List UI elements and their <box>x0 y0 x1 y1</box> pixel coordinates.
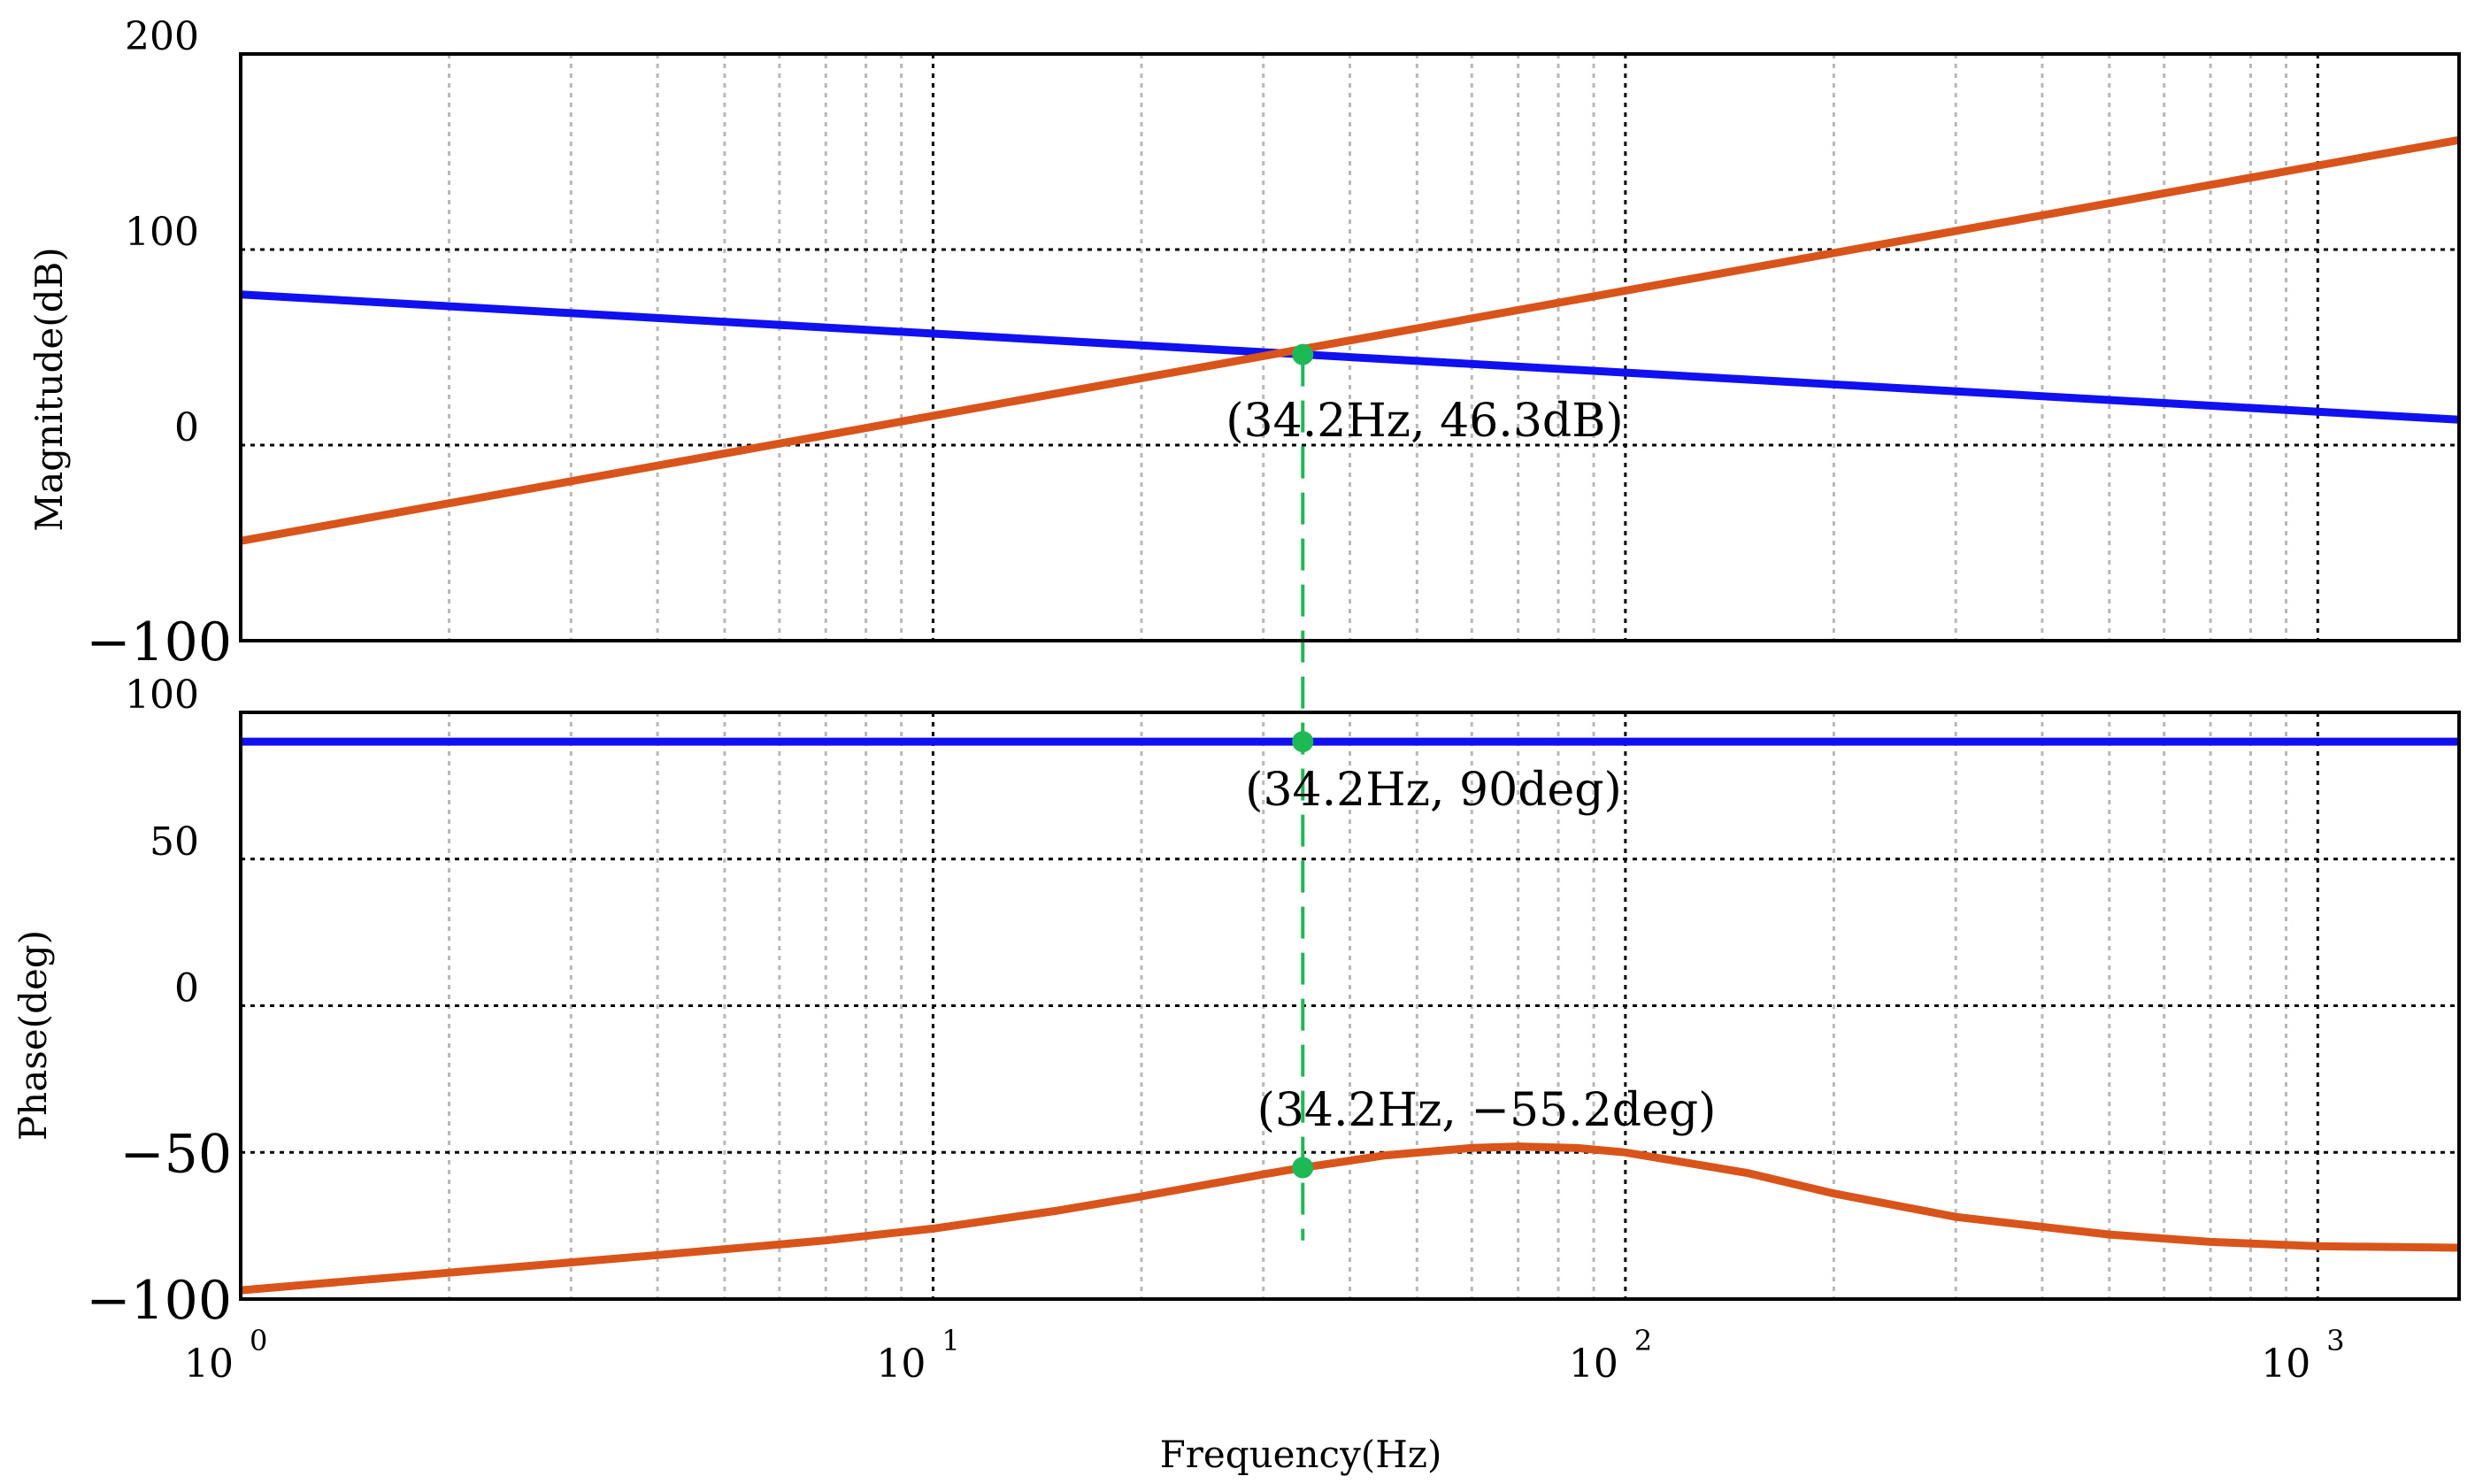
x-tick-exponent: 0 <box>250 1324 267 1357</box>
phase-orange-line <box>240 1142 2460 1295</box>
magnitude-annotation: (34.2Hz, 46.3dB) <box>1226 395 1623 448</box>
magnitude-y-ticks: 200 100 0 −100 <box>86 14 232 673</box>
magnitude-y-tick-label: 100 <box>125 210 199 255</box>
magnitude-axes-frame <box>239 52 2461 642</box>
magnitude-grid <box>241 54 2459 641</box>
x-tick-label: 10 <box>184 1342 234 1387</box>
x-tick-exponent: 2 <box>1634 1324 1652 1357</box>
phase-blue-marker <box>1292 731 1314 753</box>
x-tick-exponent: 3 <box>2326 1324 2344 1357</box>
x-tick-label: 10 <box>876 1342 926 1387</box>
phase-y-tick-label: 50 <box>150 819 199 865</box>
magnitude-crossover-marker <box>1292 343 1314 365</box>
x-tick-exponent: 1 <box>942 1324 959 1357</box>
phase-y-tick-label: −50 <box>119 1123 232 1185</box>
phase-y-tick-label: 0 <box>174 966 199 1011</box>
x-ticks: 10 0 10 1 10 2 10 3 <box>184 1324 2345 1387</box>
magnitude-orange-line <box>240 135 2460 545</box>
x-tick-label: 10 <box>2261 1342 2310 1387</box>
phase-y-ticks: 100 50 0 −50 −100 <box>86 673 232 1332</box>
phase-axes-frame <box>239 711 2461 1301</box>
phase-grid <box>241 712 2459 1299</box>
phase-annotation-55: (34.2Hz, −55.2deg) <box>1257 1084 1717 1137</box>
magnitude-blue-line <box>240 290 2460 424</box>
phase-y-tick-label: −100 <box>86 1270 232 1332</box>
magnitude-y-axis-label: Magnitude(dB) <box>27 247 71 532</box>
magnitude-y-tick-label: 200 <box>125 14 199 59</box>
x-tick-label: 10 <box>1569 1342 1618 1387</box>
magnitude-y-tick-label: 0 <box>174 405 199 450</box>
x-axis-label: Frequency(Hz) <box>1160 1433 1442 1476</box>
magnitude-y-tick-label: −100 <box>86 611 232 673</box>
phase-orange-marker <box>1292 1157 1314 1179</box>
phase-y-axis-label: Phase(deg) <box>12 930 55 1141</box>
phase-annotation-90: (34.2Hz, 90deg) <box>1245 764 1622 817</box>
phase-y-tick-label: 100 <box>125 673 199 718</box>
